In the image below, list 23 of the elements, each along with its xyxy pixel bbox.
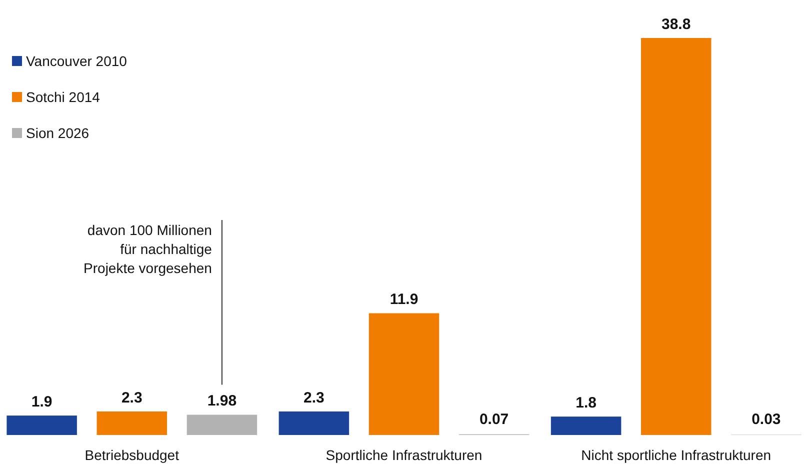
data-label: 1.9 (31, 394, 52, 411)
x-tick-label: Betriebsbudget (84, 447, 180, 463)
data-label: 1.8 (576, 394, 596, 412)
bar (550, 416, 622, 435)
data-label: 38.8 (662, 16, 691, 33)
data-label: 11.9 (390, 291, 418, 308)
data-label: 0.07 (479, 411, 509, 428)
data-label: 2.3 (121, 389, 142, 406)
bar (96, 411, 168, 435)
legend-label: Sion 2026 (26, 125, 90, 141)
data-label: 1.98 (207, 392, 237, 410)
x-tick-label: Nicht sportliche Infrastrukturen (581, 447, 772, 463)
bar (640, 38, 712, 435)
x-tick-label: Sportliche Infrastrukturen (326, 447, 482, 463)
bar (6, 416, 77, 435)
bar (368, 313, 440, 435)
bar (278, 411, 350, 435)
data-label: 0.03 (752, 411, 781, 428)
legend-label: Vancouver 2010 (26, 53, 128, 69)
bar (186, 414, 258, 435)
annotation: davon 100 Millionen für nachhaltige Projekte vorgesehen (84, 222, 212, 276)
legend-label: Sotchi 2014 (26, 89, 100, 105)
data-label: 2.3 (304, 389, 324, 406)
